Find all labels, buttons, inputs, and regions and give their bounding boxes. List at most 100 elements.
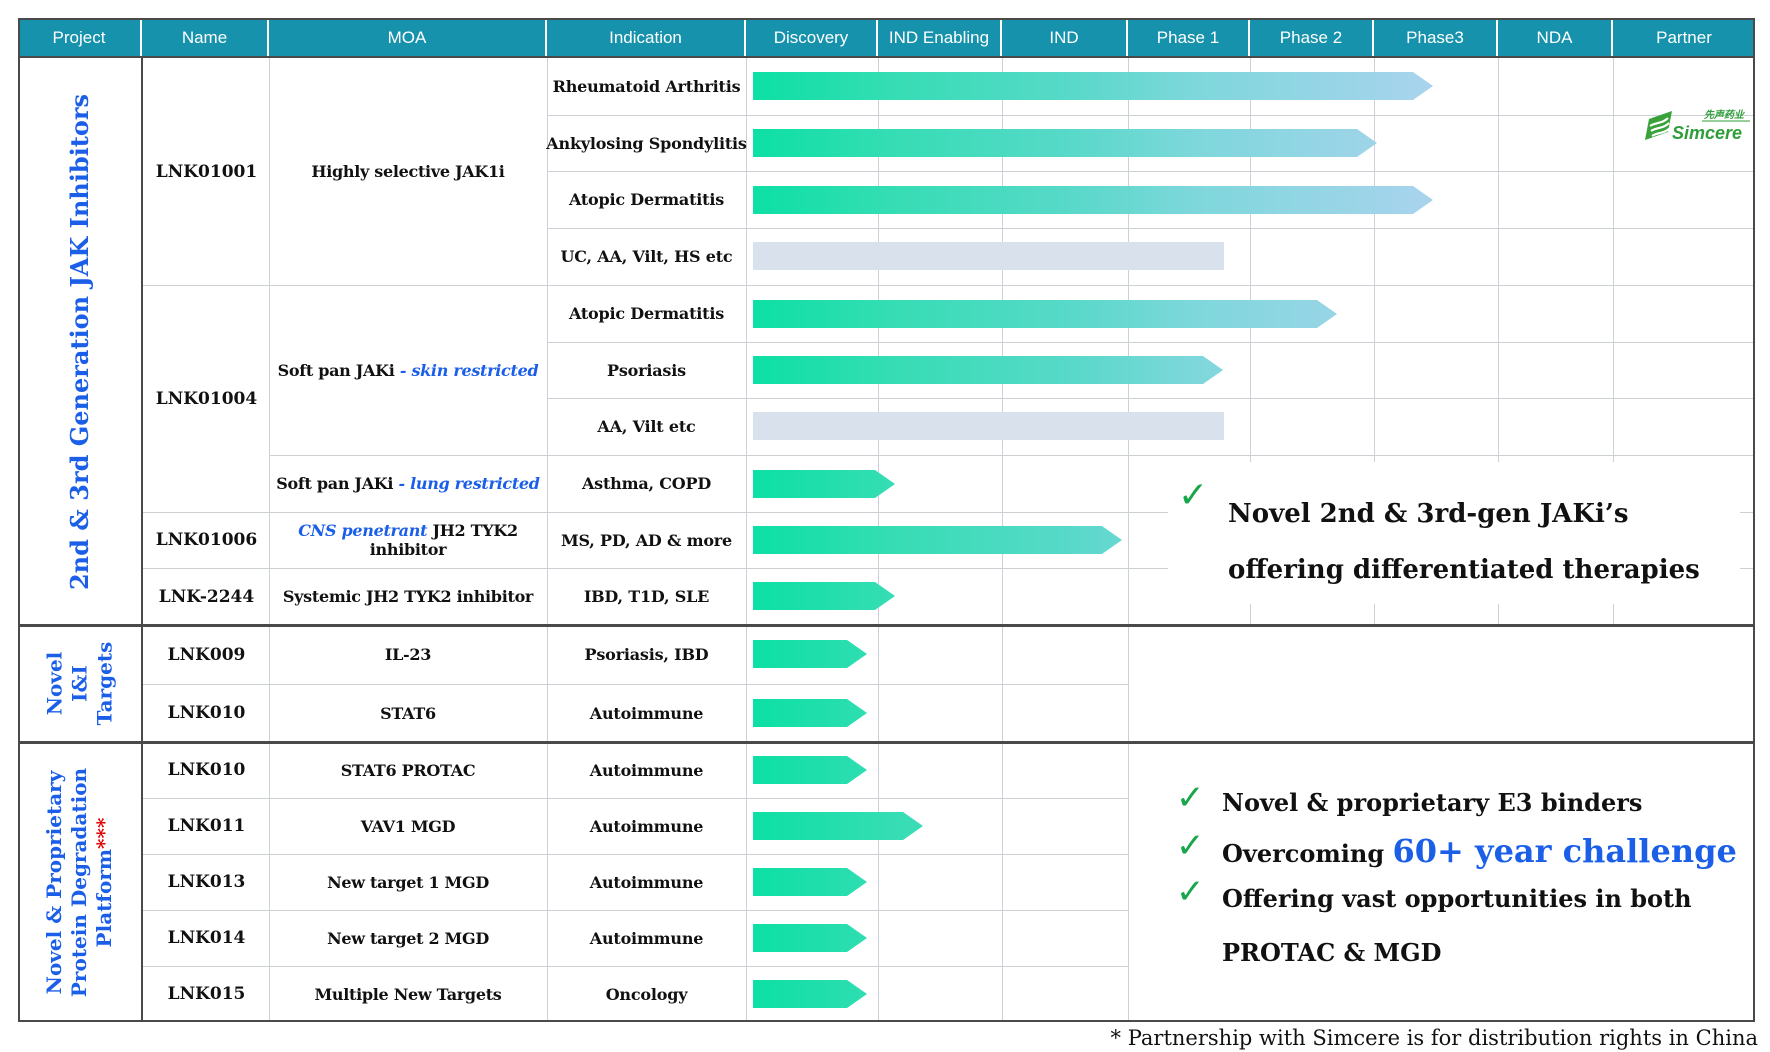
gridline [1374,58,1375,625]
indication-cell: Asthma, COPD [581,474,712,493]
indication-cell: Psoriasis [607,360,686,380]
degrader-annotation-item4: PROTAC & MGD [1222,938,1442,967]
indication-cell: AA, Vilt etc [597,417,696,436]
indication-cell: Atopic Dermatitis [568,190,725,209]
moa-cell: STAT6 [380,703,436,723]
gridline [547,228,1755,229]
footnote: * Partnership with Simcere is for distri… [1110,1026,1758,1050]
indication-cell: Rheumatoid Arthritis [552,77,741,96]
indication-cell: Autoimmune [589,760,704,780]
simcere-logo: Simcere 先声药业 [1642,106,1754,154]
indication-cell: UC, AA, Vilt, HS etc [560,247,733,266]
gridline [142,285,1755,286]
indication-cell: Autoimmune [589,872,704,892]
section-label-line: Targets [92,641,117,726]
pipeline-bar [753,868,867,896]
moa-cell: Soft pan JAKi - skin restricted [277,360,539,380]
gridline [142,854,1128,855]
col-header-phase2: Phase 2 [1250,18,1374,58]
pipeline-bar [753,756,867,784]
col-header-partner: Partner [1656,28,1712,47]
section-label-line: Novel [42,651,67,716]
jaki-annotation: Novel 2nd & 3rd-gen JAKi’s offering diff… [1228,486,1700,598]
gridline [547,115,1755,116]
indication-cell: Autoimmune [589,928,704,948]
moa-cell: VAV1 MGD [360,816,456,836]
section-label-line: Platform [92,848,117,947]
section-label-novel-ii-targets: Novel I&I Targets [18,625,142,742]
name-cell: LNK010 [167,703,246,723]
name-cell: LNK015 [167,984,246,1004]
gridline [142,568,1755,569]
pipeline-bar [753,72,1433,100]
jaki-annotation-line1: Novel 2nd & 3rd-gen JAKi’s [1228,499,1629,529]
section-label-protein-degradation: Novel & Proprietary Protein Degradation … [18,742,142,1022]
degrader-item2-prefix: Overcoming [1222,839,1393,868]
degrader-annotation-item1: Novel & proprietary E3 binders [1222,788,1643,817]
gridline [746,58,747,1022]
indication-cell: MS, PD, AD & more [561,530,732,550]
indication-cell: Psoriasis, IBD [584,645,709,664]
section-label-text: 2nd & 3rd Generation JAK Inhibitors [65,93,95,590]
gridline [547,398,1755,399]
col-header-ind-enabling: IND Enabling [878,18,1002,58]
pipeline-bar [753,300,1337,328]
pipeline-bar [753,186,1433,214]
moa-cell: CNS penetrant JH2 TYK2 inhibitor [298,521,518,559]
degrader-item2-highlight: 60+ year challenge [1392,832,1737,870]
gridline [547,58,548,1022]
name-cell: LNK013 [167,872,246,892]
simcere-flag-icon [1645,111,1672,140]
col-header-indication: Indication [547,18,746,58]
moa-cell: Highly selective JAK1i [311,162,505,181]
pipeline-bar [753,812,923,840]
name-cell: LNK-2244 [158,586,255,607]
pipeline-bar [753,356,1223,384]
col-header-nda: NDA [1498,18,1613,58]
moa-cell: Systemic JH2 TYK2 inhibitor [282,587,534,606]
gridline [269,58,270,1022]
moa-cell: New target 1 MGD [327,872,489,892]
name-cell: LNK01001 [155,161,258,182]
name-cell: LNK011 [167,816,246,836]
gridline [1128,58,1129,1022]
pipeline-bar [753,412,1224,440]
gridline [142,798,1128,799]
name-cell: LNK009 [167,644,246,665]
indication-cell: IBD, T1D, SLE [583,587,710,606]
pipeline-bar [753,699,867,727]
section-divider [18,624,1755,627]
col-header-phase3: Phase3 [1374,18,1498,58]
pipeline-bar [753,129,1377,157]
jaki-annotation-line2: offering differentiated therapies [1228,555,1700,585]
indication-cell: Ankylosing Spondylitis [546,133,747,153]
name-cell: LNK01006 [155,530,258,550]
section-label-jak-inhibitors: 2nd & 3rd Generation JAK Inhibitors [18,58,142,625]
name-cell: LNK01004 [155,388,258,409]
header-divider [18,56,1755,58]
table-header-row: Project Name MOA Indication Discovery IN… [18,18,1755,58]
gridline [142,910,1128,911]
moa-cell: Soft pan JAKi - lung restricted [276,474,540,493]
gridline [142,512,1755,513]
moa-cell: New target 2 MGD [327,928,489,948]
section-label-asterisks: *** [92,817,117,849]
pipeline-bar [753,470,895,498]
pipeline-bar [753,980,867,1008]
gridline [547,171,1755,172]
checkmark-icon: ✓ [1176,778,1205,818]
indication-cell: Atopic Dermatitis [568,304,725,323]
col-header-discovery: Discovery [746,18,878,58]
gridline [547,342,1755,343]
simcere-logo-chinese-text: 先声药业 [1704,109,1745,121]
checkmark-icon: ✓ [1178,475,1209,516]
pipeline-bar [753,640,867,668]
degrader-annotation-item3: Offering vast opportunities in both [1222,884,1692,913]
pipeline-bar [753,526,1122,554]
gridline [142,966,1128,967]
name-cell: LNK010 [167,760,246,780]
checkmark-icon: ✓ [1176,872,1205,912]
moa-cell: STAT6 PROTAC [340,760,476,780]
col-header-ind: IND [1002,18,1128,58]
